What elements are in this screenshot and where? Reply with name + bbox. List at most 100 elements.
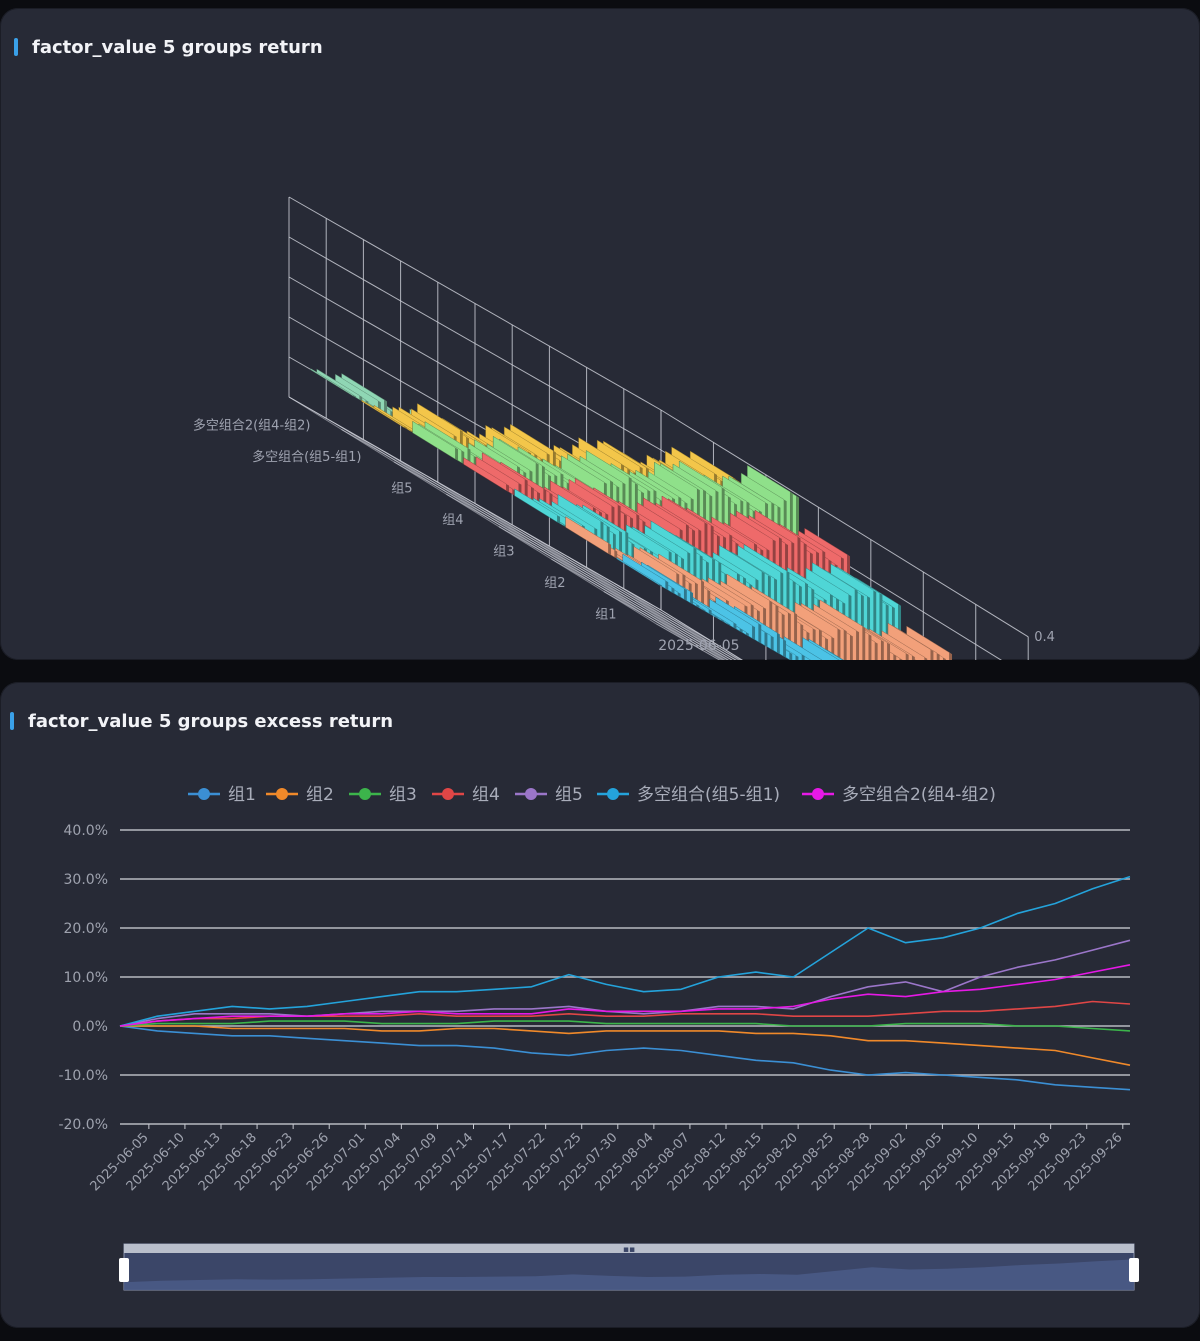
zoom-handle-left[interactable]	[119, 1258, 129, 1282]
legend-item[interactable]: 组2	[266, 785, 334, 805]
bar-top-face	[690, 451, 736, 480]
bar-side-face	[783, 639, 787, 658]
line-chart[interactable]: 组1 组2 组3 组4 组5 多空组合(组5-组1) 多空组合2(组4-组2) 40.0% 30…	[0, 682, 1200, 1328]
bar-side-face	[353, 395, 357, 398]
panel-title: factor_value 5 groups return	[14, 36, 323, 58]
bar-side-face	[715, 615, 718, 619]
bar-top-face	[499, 439, 545, 468]
chart-legend: 组1 组2 组3 组4 组5 多空组合(组5-组1) 多空组合2(组4-组2)	[188, 785, 996, 805]
bar-top-face	[639, 547, 686, 576]
data-zoom-slider[interactable]: ▪▪	[119, 1243, 1139, 1291]
bar-top-face	[672, 464, 719, 492]
bar-top-face	[632, 526, 678, 555]
bar-top-face	[367, 403, 414, 432]
zoom-handle-right[interactable]	[1129, 1258, 1139, 1282]
y-tick-label: 30.0%	[64, 872, 108, 888]
bar-top-face	[517, 446, 564, 475]
legend-label: 组3	[389, 785, 417, 805]
bar-side-face	[678, 592, 681, 598]
bar-side-face	[844, 629, 847, 660]
bar-top-face	[626, 524, 672, 553]
bar-top-face	[675, 535, 722, 564]
series-line-3[interactable]	[119, 1020, 1131, 1032]
bar-top-face	[802, 637, 840, 660]
bar-side-face	[868, 634, 872, 660]
bar-side-face	[764, 632, 768, 648]
bar-series-1	[616, 553, 844, 660]
bar-top-face	[665, 451, 711, 480]
bar-top-face	[783, 636, 823, 660]
bar-side-face	[752, 625, 756, 640]
legend-marker	[442, 788, 454, 800]
legend-marker	[198, 788, 210, 800]
y-tick-label: -20.0%	[58, 1117, 108, 1133]
legend-label: 组5	[555, 785, 583, 805]
bar-top-face	[655, 502, 702, 531]
grid-line	[551, 558, 729, 660]
bar-top-face	[671, 446, 718, 475]
bar-top-face	[418, 424, 465, 452]
bar-top-face	[881, 630, 928, 659]
legend-item[interactable]: 组1	[188, 785, 256, 805]
bar-top-face	[737, 545, 784, 574]
bar-side-face	[850, 634, 853, 660]
grid-line	[288, 396, 657, 625]
zoom-grip-icon: ▪▪	[623, 1245, 635, 1255]
bar-top-face	[827, 650, 844, 660]
bar3d-chart[interactable]: -0.100.10.20.30.4组1组2组3组4组5多空组合(组5-组1)多空…	[0, 8, 1200, 660]
series-line-2[interactable]	[120, 1025, 1131, 1066]
bar3d-axes: -0.100.10.20.30.4组1组2组3组4组5多空组合(组5-组1)多空…	[193, 196, 1055, 660]
bar-top-face	[539, 498, 585, 527]
series-line-6[interactable]	[119, 875, 1131, 1027]
grid-line	[660, 609, 743, 660]
bar-top-face	[568, 479, 615, 508]
bar-side-face	[881, 640, 884, 660]
bar-top-face	[805, 568, 852, 596]
category-tick-label: 多空组合(组5-组1)	[252, 449, 361, 465]
bar-top-face	[836, 566, 883, 595]
bar-top-face	[485, 425, 532, 454]
series-line-1[interactable]	[119, 1025, 1131, 1091]
bar-top-face	[734, 606, 780, 635]
legend-item[interactable]: 多空组合2(组4-组2)	[802, 785, 996, 805]
legend-marker	[359, 788, 371, 800]
bar-top-face	[442, 418, 488, 447]
bar-top-face	[576, 504, 623, 533]
legend-item[interactable]: 组4	[432, 785, 500, 805]
series-line-7[interactable]	[119, 964, 1131, 1027]
bar-side-face	[384, 399, 388, 416]
bar-side-face	[684, 588, 687, 601]
legend-item[interactable]: 多空组合(组5-组1)	[597, 785, 780, 805]
bar-top-face	[703, 475, 750, 503]
bar-top-face	[643, 497, 689, 526]
panel-title-text: factor_value 5 groups return	[32, 36, 323, 58]
bar-side-face	[709, 609, 712, 616]
bar-top-face	[582, 505, 629, 533]
bar-top-face	[708, 577, 754, 606]
bar-top-face	[578, 437, 625, 466]
grid-line	[521, 529, 733, 660]
legend-item[interactable]: 组3	[349, 785, 417, 805]
bar-top-face	[701, 578, 748, 607]
bar-top-face	[373, 405, 420, 434]
legend-item[interactable]: 组5	[515, 785, 583, 805]
bar-top-face	[787, 567, 833, 596]
bar-top-face	[751, 586, 798, 615]
bar-top-face	[551, 501, 598, 530]
bar-top-face	[669, 532, 716, 561]
panel-title: factor_value 5 groups excess return	[10, 710, 393, 732]
date-tick-label: 2025-06-05	[658, 638, 739, 654]
grid-line	[428, 476, 726, 660]
bar-top-face	[417, 403, 463, 432]
bar-top-face	[629, 471, 676, 500]
bar-top-face	[550, 480, 596, 509]
bar-side-face	[899, 658, 903, 660]
panel-title-text: factor_value 5 groups excess return	[28, 710, 394, 732]
bar-top-face	[754, 510, 801, 539]
series-line-5[interactable]	[119, 939, 1131, 1027]
bar-side-face	[777, 632, 780, 655]
bar-top-face	[341, 373, 388, 402]
legend-marker	[812, 788, 824, 800]
grid-line	[614, 582, 740, 660]
bar-top-face	[463, 457, 510, 486]
